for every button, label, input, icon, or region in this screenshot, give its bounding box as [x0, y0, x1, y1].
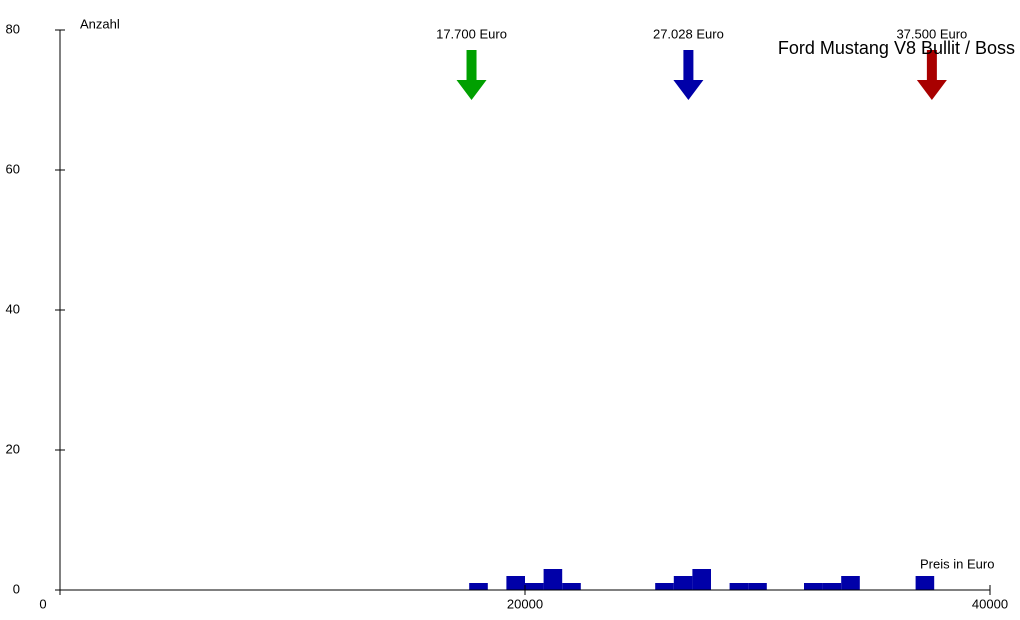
- bar: [469, 583, 488, 590]
- marker-label: 17.700 Euro: [436, 26, 507, 41]
- x-axis-label: Preis in Euro: [920, 556, 994, 571]
- y-axis-label: Anzahl: [80, 16, 120, 31]
- bar: [543, 569, 563, 590]
- x-tick-label: 0: [39, 596, 46, 611]
- bar: [915, 576, 935, 590]
- bar: [525, 583, 544, 590]
- y-tick-label: 80: [6, 21, 20, 36]
- bar: [729, 583, 749, 590]
- bar: [804, 583, 823, 590]
- marker-label: 37.500 Euro: [896, 26, 967, 41]
- y-tick-label: 20: [6, 441, 20, 456]
- bar: [562, 583, 581, 590]
- marker-arrow: [456, 50, 487, 100]
- marker-arrow: [673, 50, 704, 100]
- marker-arrow: [916, 50, 947, 100]
- bar: [655, 583, 674, 590]
- y-tick-label: 60: [6, 161, 20, 176]
- marker-label: 27.028 Euro: [653, 26, 724, 41]
- bar: [673, 576, 693, 590]
- bar: [841, 576, 860, 590]
- chart-title: Ford Mustang V8 Bullit / Boss: [778, 38, 1015, 58]
- bar: [748, 583, 767, 590]
- bar: [506, 576, 525, 590]
- bar: [692, 569, 711, 590]
- x-tick-label: 40000: [972, 596, 1008, 611]
- x-tick-label: 20000: [507, 596, 543, 611]
- y-tick-label: 40: [6, 301, 20, 316]
- y-tick-label: 0: [13, 581, 20, 596]
- bar: [822, 583, 842, 590]
